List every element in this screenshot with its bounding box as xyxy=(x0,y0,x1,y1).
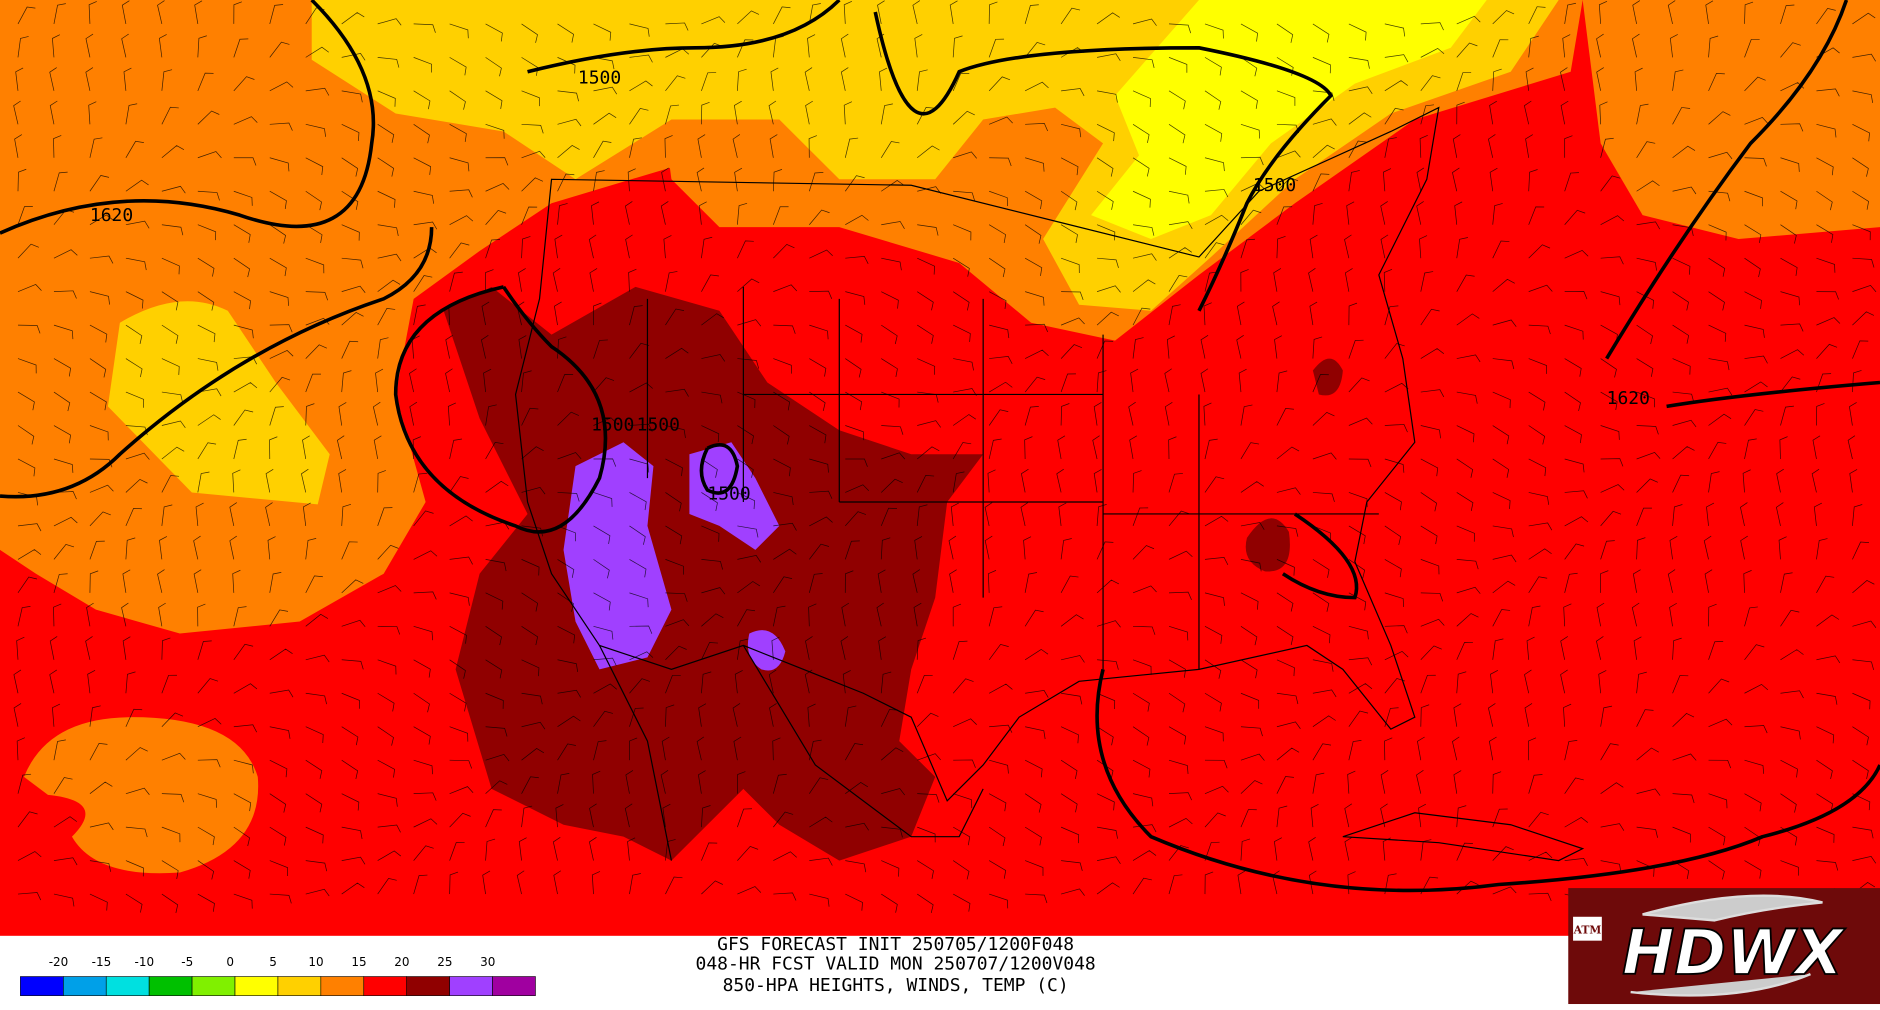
legend-swatch xyxy=(363,976,407,996)
borders xyxy=(514,106,1585,862)
very-hot-core-2 xyxy=(689,442,780,550)
hot-patch-se xyxy=(1245,518,1290,572)
legend-tick-label: 5 xyxy=(269,955,277,969)
legend-tick-label: 30 xyxy=(480,955,495,969)
legend-tick-label: 20 xyxy=(394,955,409,969)
footer-bg xyxy=(0,935,1880,1010)
orange-field-east xyxy=(1582,0,1880,240)
logo-swirl xyxy=(1630,894,1823,997)
contour-label: 1500 xyxy=(591,414,634,435)
legend-tick-label: -5 xyxy=(181,955,193,969)
legend-tick-label: -10 xyxy=(135,955,155,969)
gold-blob-west xyxy=(107,301,330,505)
very-hot-core-3 xyxy=(747,630,786,671)
legend-swatch xyxy=(105,976,150,996)
contour-line xyxy=(0,0,376,235)
very-hot-core xyxy=(563,442,672,670)
legend-swatch xyxy=(63,976,107,996)
contour-line xyxy=(1605,0,1880,409)
badge-text: ATM xyxy=(1573,924,1602,937)
barb-field xyxy=(13,0,1877,914)
legend-tick-label: 0 xyxy=(226,955,234,969)
legend-swatch xyxy=(449,976,493,996)
hot-core xyxy=(443,286,984,861)
color-legend: -20 -15 -10 -5 0 5 10 15 20 25 30 xyxy=(20,955,536,996)
contour-line xyxy=(0,227,434,499)
hot-patch-ne xyxy=(1312,358,1343,396)
contour-label: 1500 xyxy=(707,484,750,505)
contour-label: 1620 xyxy=(90,205,133,226)
legend-swatch xyxy=(234,976,279,996)
legend-swatch xyxy=(277,976,322,996)
legend-swatch xyxy=(492,976,536,996)
contour-label: 1620 xyxy=(1607,388,1650,409)
mexico-outline xyxy=(598,645,984,861)
legend-tick-label: -15 xyxy=(92,955,112,969)
wind-barbs xyxy=(13,0,1877,914)
contour-label: 1500 xyxy=(578,68,621,89)
height-contours xyxy=(0,0,1880,893)
contour-label: 1500 xyxy=(637,414,680,435)
header-line: 048-HR FCST VALID MON 250707/1200V048 xyxy=(696,953,1096,974)
contour-label: 1500 xyxy=(1253,175,1296,196)
legend-swatch xyxy=(148,976,193,996)
legend-swatch xyxy=(320,976,365,996)
logo-text: HDWX xyxy=(1622,916,1846,989)
orange-blob-sw xyxy=(23,717,259,874)
contour-line xyxy=(527,0,841,74)
cuba xyxy=(1342,812,1585,862)
contour-line xyxy=(1095,668,1880,893)
header-line: GFS FORECAST INIT 250705/1200F048 xyxy=(717,934,1074,955)
contour-line xyxy=(1281,512,1359,600)
legend-swatch xyxy=(191,976,236,996)
legend-tick-label: 10 xyxy=(308,955,323,969)
badge-bg xyxy=(1573,916,1602,941)
yellow-field-north xyxy=(1091,0,1487,240)
legend-tick-label: 15 xyxy=(351,955,366,969)
legend-swatch xyxy=(406,976,450,996)
contour-line xyxy=(393,285,608,534)
legend-tick-label: 25 xyxy=(437,955,452,969)
header-line: 850-HPA HEIGHTS, WINDS, TEMP (C) xyxy=(723,975,1069,996)
legend-swatch xyxy=(20,976,64,996)
contour-line xyxy=(699,443,740,495)
map-field xyxy=(0,0,1880,936)
legend-tick-label: -20 xyxy=(49,955,69,969)
contour-line xyxy=(873,11,1334,312)
logo: ATM HDWX xyxy=(1568,888,1880,1005)
